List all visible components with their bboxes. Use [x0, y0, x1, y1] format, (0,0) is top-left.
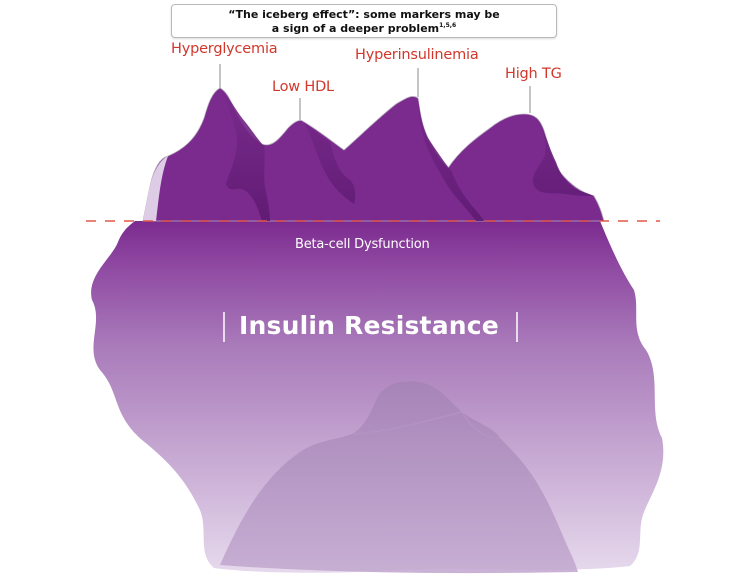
callout-line-2-text: a sign of a deeper problem	[271, 22, 440, 35]
callout-references: 1,5,6	[439, 22, 457, 29]
peak-shadow-low-hdl	[304, 122, 356, 204]
label-bar-right	[516, 312, 518, 342]
peak-shadow-high-tg	[532, 122, 594, 196]
marker-high-tg: High TG	[505, 66, 562, 82]
marker-low-hdl: Low HDL	[272, 79, 334, 95]
iceberg-inner-mass	[220, 381, 578, 574]
iceberg-effect-callout: “The iceberg effect”: some markers may b…	[171, 4, 557, 38]
peak-shadow-hyperglycemia	[220, 88, 270, 221]
callout-line-1: “The iceberg effect”: some markers may b…	[228, 8, 500, 21]
label-bar-left	[223, 312, 225, 342]
marker-hyperglycemia: Hyperglycemia	[171, 41, 278, 57]
peak-shadow-left-base	[143, 156, 168, 221]
iceberg-inner-ridge	[351, 411, 501, 439]
marker-hyperinsulinemia: Hyperinsulinemia	[355, 47, 479, 63]
label-insulin-resistance: Insulin Resistance	[239, 311, 499, 340]
label-beta-cell-dysfunction: Beta-cell Dysfunction	[295, 237, 430, 252]
iceberg-tip	[142, 87, 605, 222]
callout-line-2: a sign of a deeper problem1,5,6	[172, 22, 556, 36]
